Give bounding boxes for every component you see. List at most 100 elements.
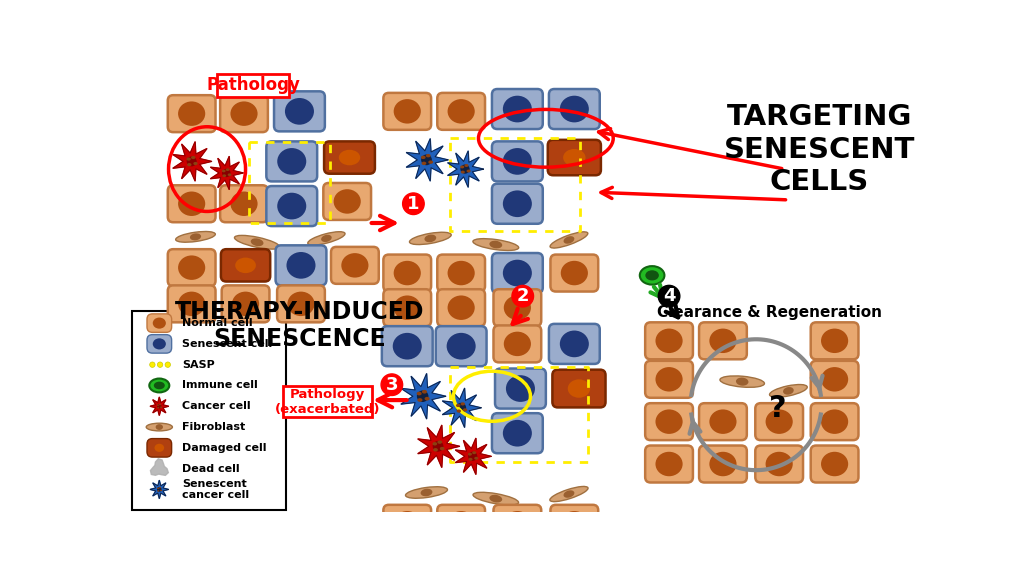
Ellipse shape <box>154 444 164 452</box>
Text: TARGETING
SENESCENT
CELLS: TARGETING SENESCENT CELLS <box>722 104 914 196</box>
FancyBboxPatch shape <box>645 403 692 440</box>
Ellipse shape <box>225 168 229 171</box>
FancyBboxPatch shape <box>221 285 269 323</box>
FancyBboxPatch shape <box>645 361 692 398</box>
FancyBboxPatch shape <box>810 361 858 398</box>
Text: Clearance & Regeneration: Clearance & Regeneration <box>656 305 880 320</box>
Text: Normal cell: Normal cell <box>182 318 253 328</box>
Ellipse shape <box>820 367 848 392</box>
Ellipse shape <box>222 170 225 172</box>
Text: Senescent
cancer cell: Senescent cancer cell <box>182 478 250 500</box>
Ellipse shape <box>460 164 469 174</box>
Ellipse shape <box>178 292 205 316</box>
Ellipse shape <box>639 266 663 285</box>
Polygon shape <box>150 480 168 499</box>
FancyBboxPatch shape <box>147 314 171 332</box>
FancyBboxPatch shape <box>810 323 858 359</box>
FancyBboxPatch shape <box>552 370 605 408</box>
Ellipse shape <box>455 404 460 407</box>
Ellipse shape <box>406 486 447 499</box>
Ellipse shape <box>222 168 230 177</box>
Ellipse shape <box>251 239 263 246</box>
FancyBboxPatch shape <box>437 93 485 130</box>
FancyBboxPatch shape <box>167 285 215 323</box>
Polygon shape <box>406 139 447 181</box>
FancyBboxPatch shape <box>698 403 746 440</box>
Ellipse shape <box>468 458 472 461</box>
Ellipse shape <box>474 457 478 460</box>
Ellipse shape <box>560 261 587 285</box>
Ellipse shape <box>447 511 474 535</box>
Ellipse shape <box>464 164 468 167</box>
Ellipse shape <box>736 378 748 386</box>
Text: Damaged cell: Damaged cell <box>182 443 267 453</box>
Ellipse shape <box>393 511 421 535</box>
Ellipse shape <box>560 511 587 535</box>
Ellipse shape <box>466 170 470 172</box>
Ellipse shape <box>230 101 258 126</box>
Ellipse shape <box>159 487 161 488</box>
Ellipse shape <box>468 452 477 461</box>
Text: Fibroblast: Fibroblast <box>182 422 246 432</box>
Polygon shape <box>447 151 483 187</box>
Ellipse shape <box>425 154 430 158</box>
Ellipse shape <box>432 441 443 452</box>
Ellipse shape <box>284 98 314 125</box>
Ellipse shape <box>417 390 428 402</box>
Ellipse shape <box>765 409 792 434</box>
Text: Cancer cell: Cancer cell <box>182 401 251 411</box>
Ellipse shape <box>473 239 519 251</box>
Text: SASP: SASP <box>182 360 215 370</box>
FancyBboxPatch shape <box>266 141 317 182</box>
Ellipse shape <box>447 99 474 124</box>
Ellipse shape <box>393 296 421 320</box>
Ellipse shape <box>655 452 682 476</box>
Ellipse shape <box>157 487 161 492</box>
Polygon shape <box>150 397 168 416</box>
Ellipse shape <box>165 362 170 367</box>
Text: THERAPY-INDUCED
SENESCENCE: THERAPY-INDUCED SENESCENCE <box>174 300 424 351</box>
Ellipse shape <box>156 424 163 430</box>
Ellipse shape <box>153 338 166 350</box>
Ellipse shape <box>768 385 806 397</box>
Ellipse shape <box>655 367 682 392</box>
FancyBboxPatch shape <box>493 505 541 542</box>
FancyBboxPatch shape <box>220 95 268 132</box>
FancyBboxPatch shape <box>275 246 326 285</box>
Ellipse shape <box>277 193 306 220</box>
Ellipse shape <box>393 261 421 285</box>
Ellipse shape <box>447 296 474 320</box>
FancyBboxPatch shape <box>491 253 542 293</box>
Ellipse shape <box>439 447 444 450</box>
Ellipse shape <box>277 148 306 175</box>
Ellipse shape <box>222 174 226 177</box>
Ellipse shape <box>421 156 425 159</box>
Ellipse shape <box>422 390 427 394</box>
Ellipse shape <box>157 488 159 489</box>
FancyBboxPatch shape <box>132 310 285 510</box>
Ellipse shape <box>472 451 476 454</box>
Ellipse shape <box>149 378 169 392</box>
FancyBboxPatch shape <box>435 326 486 366</box>
Ellipse shape <box>159 404 161 405</box>
Polygon shape <box>151 459 168 476</box>
Circle shape <box>657 285 680 307</box>
Ellipse shape <box>765 452 792 476</box>
FancyBboxPatch shape <box>331 247 378 284</box>
Text: Senescent cell: Senescent cell <box>182 339 272 349</box>
Ellipse shape <box>559 95 588 122</box>
Text: 3: 3 <box>385 375 397 394</box>
Ellipse shape <box>461 402 465 405</box>
Ellipse shape <box>820 409 848 434</box>
Ellipse shape <box>420 489 432 496</box>
Ellipse shape <box>708 409 736 434</box>
Ellipse shape <box>708 452 736 476</box>
FancyBboxPatch shape <box>167 95 215 132</box>
Text: 4: 4 <box>662 287 675 305</box>
Ellipse shape <box>191 156 196 159</box>
Ellipse shape <box>820 328 848 353</box>
Ellipse shape <box>468 453 472 455</box>
Ellipse shape <box>234 235 279 249</box>
Ellipse shape <box>502 148 531 175</box>
FancyBboxPatch shape <box>383 255 431 292</box>
